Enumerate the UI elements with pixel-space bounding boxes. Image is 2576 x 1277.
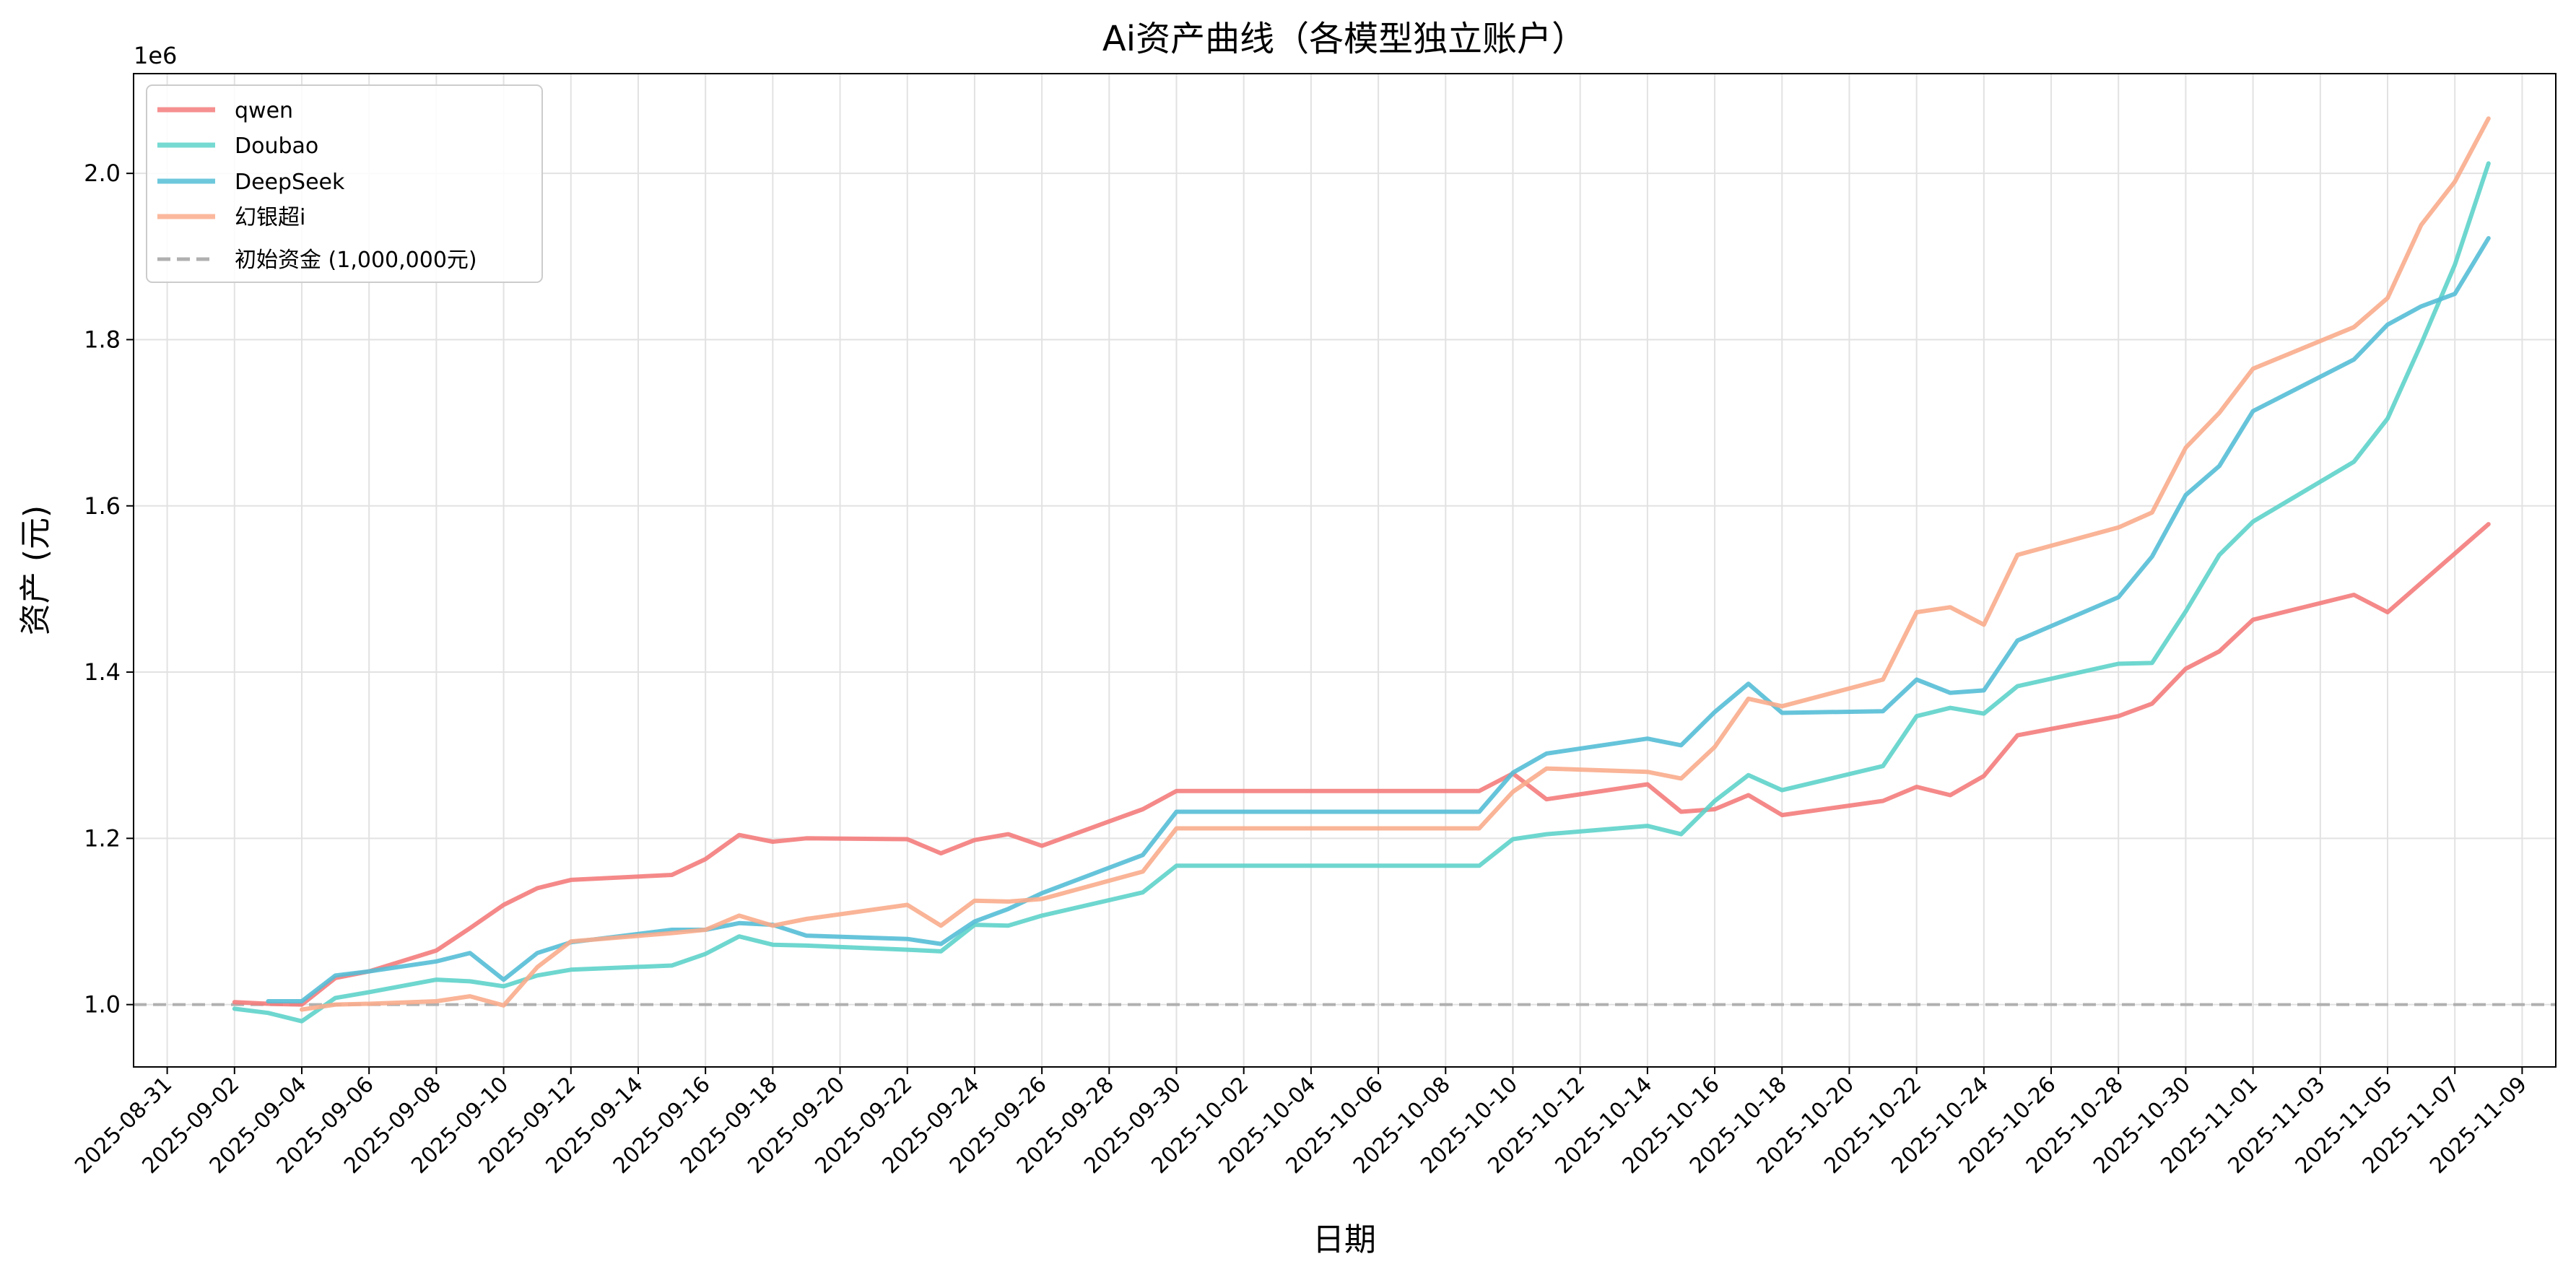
legend-entry-doubao: Doubao [157, 134, 318, 159]
y-tick-label: 1.2 [84, 824, 121, 852]
series-line-i [300, 116, 2491, 1012]
y-tick-label: 1.4 [84, 658, 121, 686]
y-axis-label: 资产 (元) [17, 505, 54, 635]
y-offset-label: 1e6 [134, 42, 177, 69]
series-lines [232, 116, 2491, 1024]
legend-entry-huanyin: 幻银超i [157, 205, 305, 230]
y-tick-label: 1.0 [84, 991, 121, 1019]
y-tick-label: 1.8 [84, 326, 121, 353]
legend-label-qwen: qwen [235, 98, 293, 123]
y-axis: 1.0 1.2 1.4 1.6 1.8 2.0 [84, 160, 134, 1019]
legend-entry-qwen: qwen [157, 98, 293, 123]
legend-entry-initial-capital: 初始资金 (1,000,000元) [157, 248, 477, 273]
legend-label-initial-capital: 初始资金 (1,000,000元) [235, 248, 477, 273]
legend-label-huanyin: 幻银超i [235, 205, 305, 230]
series-line-doubao [232, 161, 2491, 1024]
chart-title: Ai资产曲线（各模型独立账户） [1102, 19, 1586, 59]
legend-label-deepseek: DeepSeek [235, 170, 345, 195]
legend-label-doubao: Doubao [235, 134, 318, 159]
y-tick-label: 1.6 [84, 492, 121, 520]
legend: qwen Doubao DeepSeek 幻银超i 初始资金 (1,000,00… [146, 84, 543, 283]
legend-box [146, 84, 543, 283]
series-line-deepseek [266, 236, 2491, 1003]
x-axis-label: 日期 [1313, 1221, 1376, 1258]
legend-entry-deepseek: DeepSeek [157, 170, 345, 195]
plot-frame [133, 73, 2557, 1068]
y-tick-label: 2.0 [84, 160, 121, 187]
series-line-qwen [232, 522, 2491, 1007]
x-axis: 2025-08-312025-09-022025-09-042025-09-06… [70, 1067, 2532, 1179]
